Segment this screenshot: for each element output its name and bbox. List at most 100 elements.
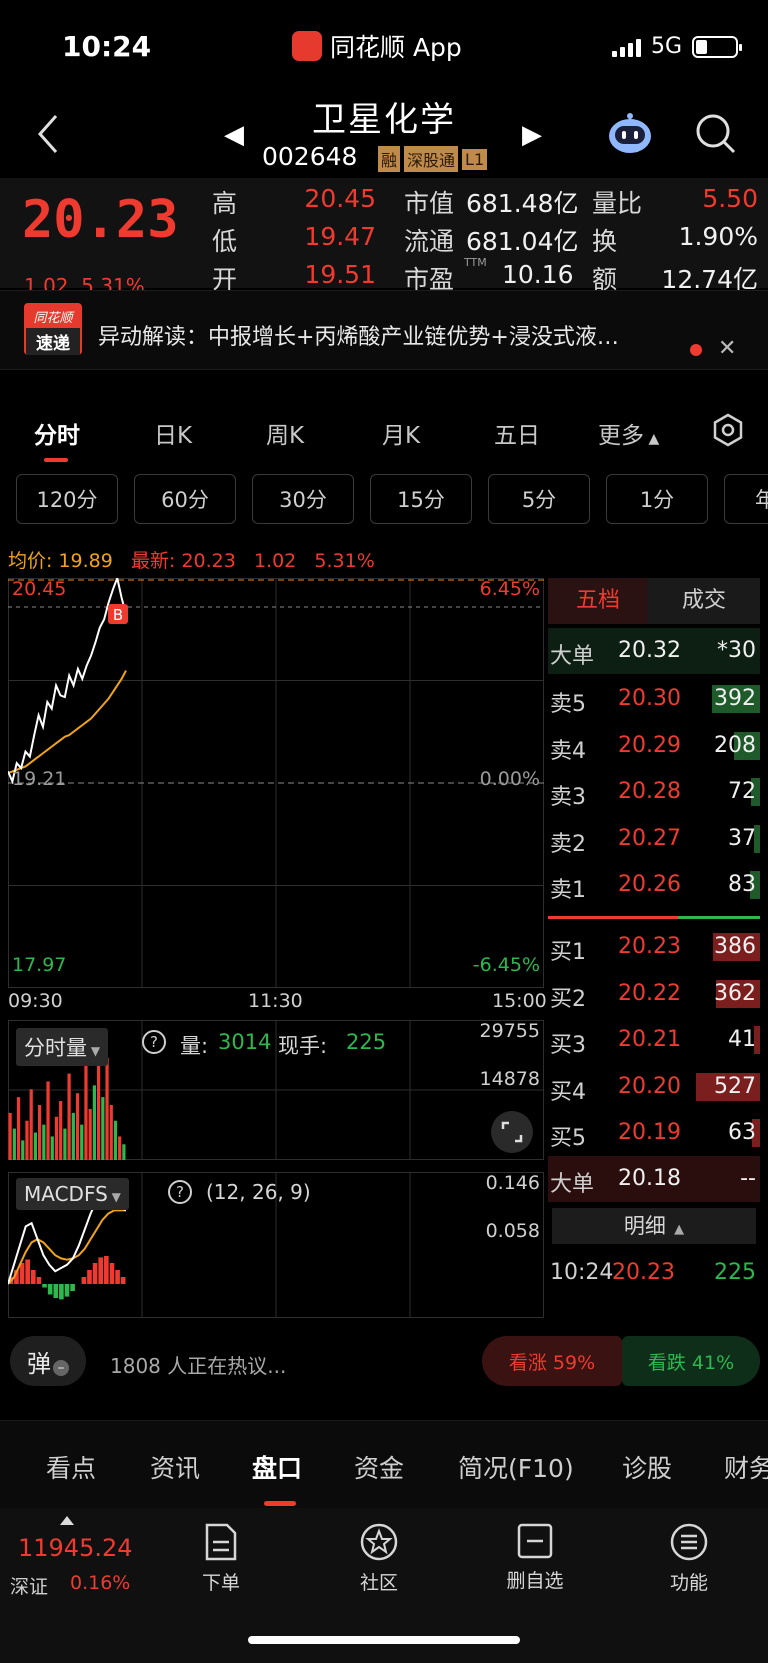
tab-more-label: 更多 xyxy=(598,423,644,449)
tab-diagnosis[interactable]: 诊股 xyxy=(622,1454,673,1483)
ask-price: 20.28 xyxy=(618,779,681,804)
detail-toggle[interactable]: 明细 ▲ xyxy=(552,1208,756,1244)
index-value[interactable]: 11945.24 xyxy=(18,1534,133,1562)
fullscreen-icon[interactable] xyxy=(490,1110,534,1154)
quote-panel: 20.23 1.02 5.31% 高 20.45 低 19.47 开 19.51… xyxy=(0,178,768,298)
bid-row-3[interactable]: 买4 20.20 527 xyxy=(548,1064,760,1110)
macd-hist-bar-6 xyxy=(42,1284,47,1288)
ask-volume: 37 xyxy=(728,825,756,851)
search-icon[interactable] xyxy=(692,110,738,156)
discuss-count[interactable]: 1808 人正在热议... xyxy=(110,1354,287,1378)
tag-level: L1 xyxy=(462,148,488,170)
ask-price: 20.29 xyxy=(618,732,681,758)
tab-more[interactable]: 更多 ▲ xyxy=(598,416,659,450)
period-1min[interactable]: 1分 xyxy=(606,474,708,524)
tab-five-levels[interactable]: 五档 xyxy=(548,578,648,624)
volume-bar-1 xyxy=(12,1128,16,1160)
ask-row-3[interactable]: 卖2 20.27 37 xyxy=(548,816,760,862)
bid-level-label: 买4 xyxy=(550,1079,586,1105)
volume-indicator-selector[interactable]: 分时量 ▼ xyxy=(16,1028,109,1066)
period-15min[interactable]: 15分 xyxy=(370,474,472,524)
macd-indicator-selector[interactable]: MACDFS ▼ xyxy=(16,1178,129,1210)
nav-place-order-label: 下单 xyxy=(201,1572,240,1594)
high-label: 高 xyxy=(212,189,238,218)
period-60min[interactable]: 60分 xyxy=(134,474,236,524)
nav-community[interactable]: 社区 xyxy=(324,1522,434,1595)
news-text: 异动解读：中报增长+丙烯酸产业链优势+浸没式液… xyxy=(98,325,619,350)
order-book: 五档 成交 大单 20.32 *30 大单 20.18 -- 明细 ▲ 10:2… xyxy=(548,578,760,1318)
tab-finance[interactable]: 财务 xyxy=(724,1454,768,1483)
nav-place-order[interactable]: 下单 xyxy=(166,1522,276,1595)
bid-row-4[interactable]: 买5 20.19 63 xyxy=(548,1110,760,1156)
macd-dea-series xyxy=(7,1209,126,1285)
pe-value: 10.16 xyxy=(502,260,574,289)
tab-order-book[interactable]: 盘口 xyxy=(252,1454,303,1483)
tab-weekly-k[interactable]: 周K xyxy=(266,423,305,449)
bid-price: 20.21 xyxy=(618,1027,681,1052)
danmu-toggle-button[interactable]: 弹 – xyxy=(10,1336,86,1386)
home-indicator[interactable] xyxy=(248,1636,520,1644)
dropdown-icon: ▼ xyxy=(107,1190,121,1204)
volume-bar-18 xyxy=(84,1065,88,1160)
ask-row-4[interactable]: 卖1 20.26 83 xyxy=(548,862,760,908)
close-icon[interactable]: ✕ xyxy=(718,336,737,361)
period-5min[interactable]: 5分 xyxy=(488,474,590,524)
nav-functions[interactable]: 功能 xyxy=(634,1522,744,1595)
nav-remove-watchlist[interactable]: 删自选 xyxy=(480,1522,590,1593)
tag-margin: 融 xyxy=(378,146,401,172)
help-icon[interactable]: ? xyxy=(168,1180,192,1204)
stock-code: 002648 xyxy=(262,142,358,171)
bid-level-label: 买3 xyxy=(550,1033,586,1058)
bid-row-1[interactable]: 买2 20.22 362 xyxy=(548,971,760,1017)
tab-trades[interactable]: 成交 xyxy=(681,588,726,613)
bid-price: 20.23 xyxy=(618,934,681,959)
signal-icon xyxy=(611,37,641,57)
tab-funds[interactable]: 资金 xyxy=(354,1454,405,1483)
volume-bar-20 xyxy=(92,1085,96,1160)
tab-profile[interactable]: 简况(F10) xyxy=(458,1454,574,1483)
tab-news[interactable]: 资讯 xyxy=(150,1454,201,1483)
tab-monthly-k[interactable]: 月K xyxy=(382,423,421,449)
ask-level-label: 卖2 xyxy=(550,831,586,857)
index-expand-icon[interactable] xyxy=(60,1516,74,1525)
tab-highlights[interactable]: 看点 xyxy=(46,1454,97,1483)
ask-row-0[interactable]: 卖5 20.30 392 xyxy=(548,676,760,722)
period-year[interactable]: 年 xyxy=(724,474,768,524)
order-book-tabs: 五档 成交 xyxy=(548,578,760,624)
axis-pct-mid: 0.00% xyxy=(479,768,540,790)
bullish-vote-button[interactable]: 看涨 59% xyxy=(482,1336,622,1386)
volume-qty-label: 量: xyxy=(180,1034,209,1058)
caret-up-icon: ▲ xyxy=(644,431,660,447)
ask-volume: 83 xyxy=(728,872,756,897)
period-120min[interactable]: 120分 xyxy=(16,474,118,524)
bearish-vote-button[interactable]: 看跌 41% xyxy=(622,1336,760,1386)
time-axis-start: 09:30 xyxy=(8,990,63,1012)
back-icon[interactable] xyxy=(30,110,70,158)
bid-row-0[interactable]: 买1 20.23 386 xyxy=(548,924,760,970)
ask-volume-bar xyxy=(751,778,760,806)
bid-volume-bar xyxy=(752,1119,760,1147)
next-stock-icon[interactable]: ▶ xyxy=(522,120,542,150)
ask-level-label: 卖5 xyxy=(550,692,586,717)
tab-five-day[interactable]: 五日 xyxy=(494,423,540,449)
macd-hist-bar-7 xyxy=(47,1284,53,1295)
amount-value: 12.74亿 xyxy=(661,265,758,294)
bid-row-2[interactable]: 买3 20.21 41 xyxy=(548,1017,760,1063)
news-banner[interactable]: 同花顺 速递 异动解读：中报增长+丙烯酸产业链优势+浸没式液… xyxy=(0,290,768,370)
period-30min[interactable]: 30分 xyxy=(252,474,354,524)
nav-functions-label: 功能 xyxy=(669,1572,708,1594)
ask-row-1[interactable]: 卖4 20.29 208 xyxy=(548,723,760,769)
macd-hist-bar-14 xyxy=(87,1270,92,1284)
tab-intraday[interactable]: 分时 xyxy=(34,423,80,449)
tab-daily-k[interactable]: 日K xyxy=(154,423,193,449)
status-app-name[interactable]: 同花顺 App xyxy=(292,28,462,64)
bid-level-label: 买5 xyxy=(550,1126,586,1151)
status-bar: 10:24 同花顺 App 5G xyxy=(0,0,768,90)
latest-pct: 5.31% xyxy=(314,550,375,572)
settings-hexagon-icon[interactable] xyxy=(710,412,746,448)
help-icon[interactable]: ? xyxy=(142,1030,166,1054)
ask-row-2[interactable]: 卖3 20.28 72 xyxy=(548,769,760,815)
intraday-chart[interactable]: B 20.45 19.21 17.97 6.45% 0.00% -6.45% xyxy=(7,574,544,988)
prev-stock-icon[interactable]: ◀ xyxy=(224,120,244,150)
robot-assistant-icon[interactable] xyxy=(606,112,654,156)
